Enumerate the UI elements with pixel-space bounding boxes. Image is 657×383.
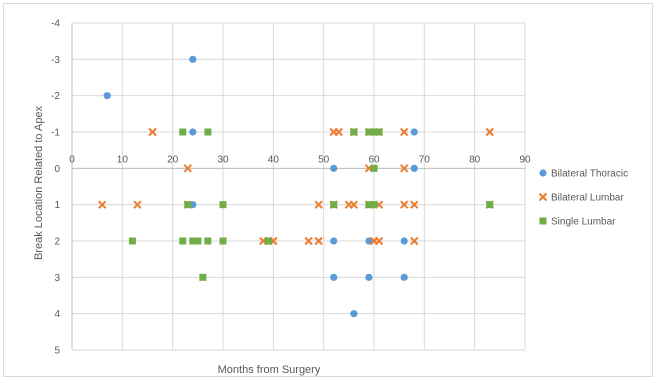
y-tick-labels: -4 -3 -2 -1 0 1 2 3 4 5	[51, 19, 60, 357]
data-point	[399, 127, 409, 137]
chart-frame: 0 10 20 30 40 50 60 70 80 90 -4 -3 -2 -1 0 1 2 3 4 5 Month…	[3, 3, 653, 377]
data-point	[350, 310, 358, 318]
data-point	[365, 201, 373, 209]
data-point	[128, 237, 136, 245]
data-point	[365, 273, 373, 281]
x-tick-label: 0	[69, 154, 75, 165]
data-point	[204, 128, 212, 136]
data-point	[330, 201, 338, 209]
data-point	[375, 128, 383, 136]
data-point	[314, 236, 323, 246]
x-tick-label: 70	[419, 154, 431, 165]
legend: Bilateral Thoracic Bilateral Lumbar Single…	[538, 169, 628, 228]
y-tick-label: 0	[54, 164, 60, 175]
data-point	[349, 200, 359, 209]
data-points	[97, 55, 494, 318]
gridlines	[71, 22, 526, 351]
data-point	[410, 164, 418, 172]
x-tick-label: 40	[268, 154, 280, 165]
y-tick-label: -1	[51, 128, 60, 139]
data-point	[370, 128, 378, 136]
data-point	[133, 200, 142, 209]
data-point	[219, 201, 227, 209]
legend-item: Bilateral Lumbar	[538, 192, 624, 204]
data-point	[365, 237, 373, 245]
x-tick-label: 20	[167, 154, 179, 165]
data-point	[410, 128, 418, 136]
data-point	[400, 237, 408, 245]
data-point	[103, 92, 111, 100]
data-point	[179, 237, 187, 245]
legend-marker	[538, 192, 548, 202]
x-tick-label: 10	[117, 154, 129, 165]
data-point	[350, 128, 358, 136]
data-point	[374, 236, 384, 246]
y-tick-label: -3	[51, 55, 60, 66]
data-point	[194, 237, 202, 245]
data-point	[370, 201, 378, 209]
y-tick-label: -4	[51, 19, 60, 30]
y-tick-label: 2	[54, 237, 60, 248]
data-point	[370, 164, 378, 172]
series-bilateral-thoracic	[103, 55, 418, 318]
x-axis-label: Months from Surgery	[218, 364, 321, 376]
data-point	[399, 164, 409, 173]
x-tick-label: 80	[469, 154, 481, 165]
data-point	[189, 55, 197, 63]
data-point	[199, 273, 207, 281]
y-tick-label: 4	[54, 309, 60, 320]
data-point	[189, 128, 197, 136]
data-point	[410, 236, 419, 246]
data-point	[183, 164, 192, 173]
data-point	[334, 127, 343, 137]
data-point	[330, 237, 338, 245]
legend-marker	[539, 169, 547, 177]
scatter-chart: 0 10 20 30 40 50 60 70 80 90 -4 -3 -2 -1 0 1 2 3 4 5 Month…	[33, 19, 628, 377]
data-point	[486, 201, 494, 209]
x-tick-label: 50	[318, 154, 330, 165]
x-tick-label: 60	[368, 154, 380, 165]
y-axis-label: Break Location Related to Apex	[33, 105, 45, 260]
legend-label: Single Lumbar	[551, 217, 616, 228]
data-point	[314, 200, 323, 209]
data-point	[148, 127, 157, 137]
x-tick-label: 90	[519, 154, 531, 165]
data-point	[485, 127, 494, 137]
x-tick-labels: 0 10 20 30 40 50 60 70 80 90	[69, 154, 531, 165]
legend-item: Bilateral Thoracic	[539, 169, 628, 180]
data-point	[204, 237, 212, 245]
legend-label: Bilateral Thoracic	[551, 169, 628, 180]
data-point	[410, 200, 419, 209]
legend-marker	[539, 217, 547, 225]
data-point	[399, 200, 409, 209]
data-point	[400, 273, 408, 281]
x-tick-label: 30	[217, 154, 229, 165]
data-point	[184, 201, 192, 209]
data-point	[189, 237, 197, 245]
series-single-lumbar	[128, 128, 494, 281]
data-point	[330, 164, 338, 172]
data-point	[330, 273, 338, 281]
legend-label: Bilateral Lumbar	[551, 193, 624, 204]
data-point	[97, 200, 107, 209]
legend-item: Single Lumbar	[539, 217, 616, 228]
data-point	[304, 236, 313, 246]
data-point	[365, 128, 373, 136]
data-point	[219, 237, 227, 245]
y-tick-label: 1	[54, 200, 60, 211]
data-point	[264, 237, 272, 245]
y-tick-label: -2	[51, 91, 60, 102]
y-tick-label: 5	[54, 346, 60, 357]
y-tick-label: 3	[54, 273, 60, 284]
series-bilateral-lumbar	[97, 127, 494, 246]
data-point	[179, 128, 187, 136]
